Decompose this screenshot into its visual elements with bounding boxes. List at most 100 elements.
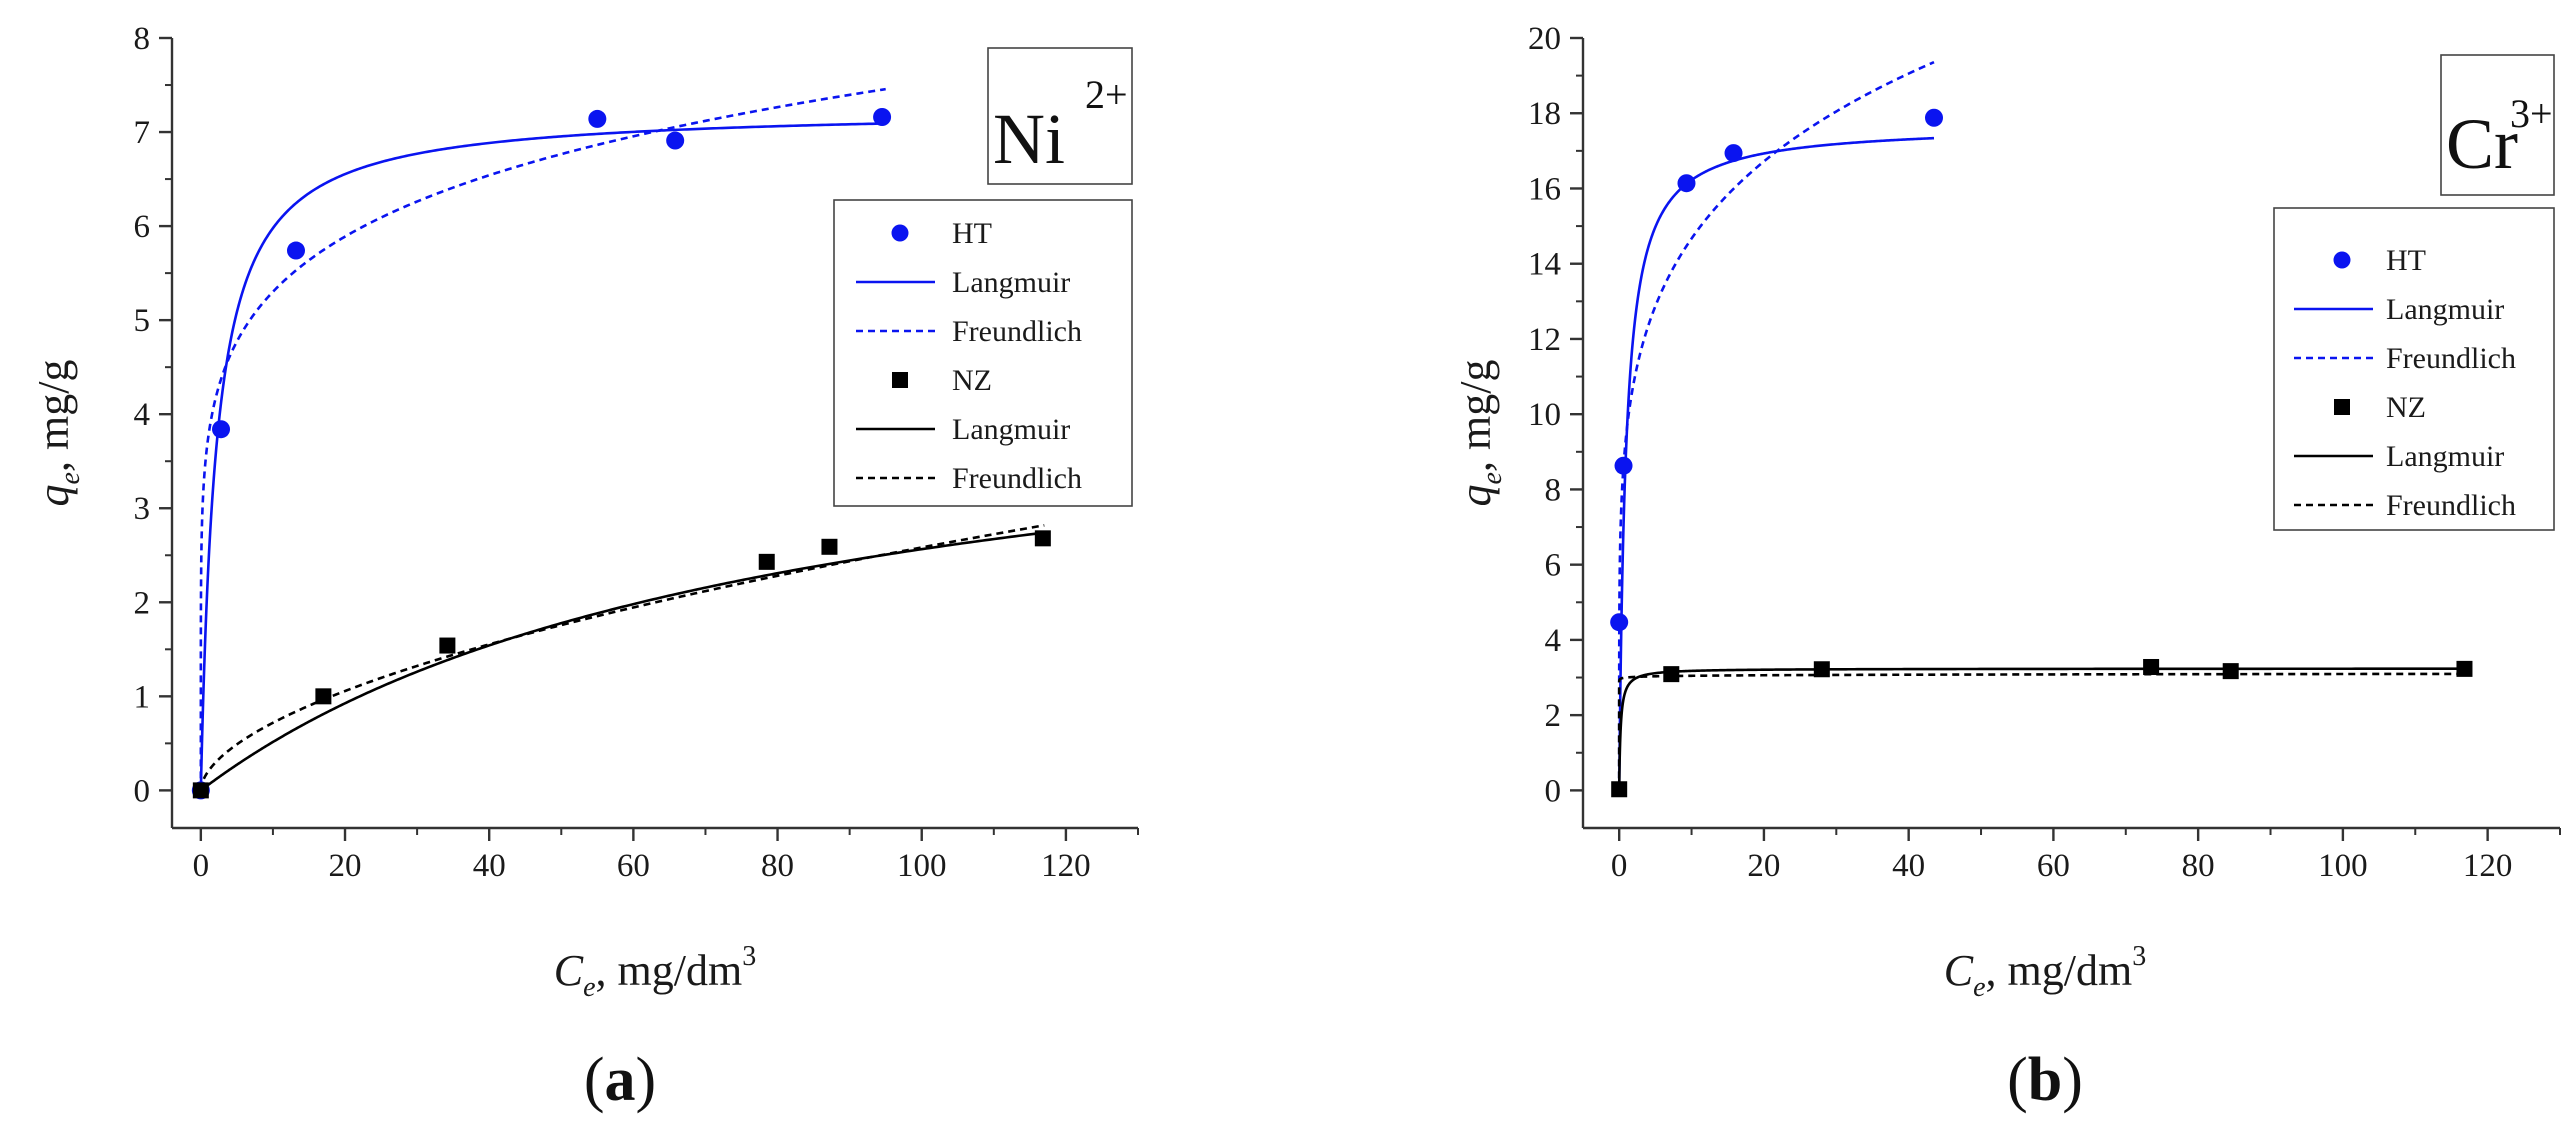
data-point-nz (1611, 781, 1628, 798)
panel-label: (b) (2007, 1046, 2083, 1114)
legend-label: NZ (2386, 391, 2426, 424)
data-point-ht (1614, 456, 1633, 475)
legend-label: NZ (952, 364, 992, 397)
data-point-ht (873, 108, 892, 126)
curve-layer (199, 87, 1045, 792)
x-tick-label: 40 (473, 848, 506, 884)
legend-marker-nz (892, 372, 908, 388)
legend-label: Freundlich (952, 462, 1082, 495)
data-point-nz (192, 782, 209, 799)
data-point-ht (1924, 108, 1943, 127)
legend-label: HT (2386, 244, 2426, 277)
x-tick-label: 20 (329, 848, 362, 884)
ion-label: Ni (993, 99, 1065, 179)
y-tick-label: 0 (1545, 773, 1562, 809)
data-point-nz (1034, 530, 1051, 547)
panel-b: 0 20 40 60 80 100 120 0 2 4 6 8 10 12 14 16 18 20 Ce, mg/d… (1451, 21, 2561, 1114)
legend-marker-ht (2333, 251, 2351, 269)
legend-label: Langmuir (952, 413, 1070, 446)
x-axis-title: Ce, mg/dm3 (1944, 941, 2146, 1003)
ion-label-box (987, 47, 1133, 185)
ion-charge: 2+ (1085, 72, 1128, 117)
legend-label: Freundlich (952, 315, 1082, 348)
y-tick-label: 2 (1545, 698, 1562, 734)
legend-label: Langmuir (2386, 293, 2504, 326)
freundlich-fit-curve (1617, 672, 2466, 791)
y-axis-title-group: qe, mg/g (29, 360, 86, 507)
y-tick-label: 2 (134, 585, 151, 621)
langmuir-fit-curve (199, 531, 1045, 792)
x-tick-label: 120 (1041, 848, 1091, 884)
x-tick-label: 80 (761, 848, 794, 884)
data-point-nz (315, 688, 332, 705)
freundlich-fit-curve (199, 524, 1045, 791)
y-tick-label: 4 (134, 397, 151, 433)
x-tick-label: 0 (193, 848, 210, 884)
data-point-nz (758, 553, 775, 570)
data-point-ht (1610, 613, 1629, 632)
x-tick-label: 60 (617, 848, 650, 884)
legend-label: Langmuir (2386, 440, 2504, 473)
x-tick-label: 100 (2318, 848, 2368, 884)
langmuir-fit-curve (199, 122, 886, 791)
x-tick-label: 40 (1892, 848, 1925, 884)
langmuir-fit-curve (1617, 667, 2466, 791)
data-point-ht (588, 109, 607, 128)
y-axis-title: qe, mg/g (1451, 360, 1508, 507)
data-point-ht (1677, 174, 1696, 193)
data-point-nz (439, 637, 456, 654)
data-point-nz (2143, 658, 2160, 675)
y-tick-label: 6 (134, 209, 151, 245)
legend-box (2273, 207, 2555, 531)
y-tick-label: 14 (1528, 247, 1561, 283)
legend-label: Freundlich (2386, 342, 2516, 375)
data-point-nz (821, 538, 838, 555)
data-point-nz (1663, 666, 1680, 683)
x-tick-label: 120 (2463, 848, 2513, 884)
legend-marker-nz (2334, 399, 2350, 415)
langmuir-fit-curve (1617, 136, 1935, 791)
y-tick-label: 18 (1528, 96, 1561, 132)
panel-a: 0 20 40 60 80 100 120 0 1 2 3 4 5 6 7 8 Ce, mg/dm3 qe, mg… (29, 21, 1139, 1114)
ion-label-box (2440, 54, 2555, 196)
ion-label: Cr (2446, 104, 2518, 184)
data-point-ht (286, 241, 305, 260)
x-tick-label: 100 (897, 848, 947, 884)
y-axis-title: qe, mg/g (29, 360, 86, 507)
data-point-ht (212, 420, 231, 439)
y-tick-label: 20 (1528, 21, 1561, 57)
legend-label: HT (952, 217, 992, 250)
y-tick-label: 0 (134, 773, 151, 809)
y-tick-label: 8 (1545, 472, 1562, 508)
y-tick-label: 1 (134, 679, 151, 715)
y-tick-label: 4 (1545, 623, 1562, 659)
x-tick-label: 80 (2182, 848, 2215, 884)
y-tick-label: 6 (1545, 548, 1562, 584)
y-tick-label: 3 (134, 491, 151, 527)
y-tick-label: 8 (134, 21, 151, 57)
y-axis-title-group: qe, mg/g (1451, 360, 1508, 507)
freundlich-fit-curve (199, 87, 886, 791)
y-tick-label: 12 (1528, 322, 1561, 358)
ion-charge: 3+ (2510, 91, 2553, 136)
x-tick-label: 60 (2037, 848, 2070, 884)
y-tick-label: 10 (1528, 397, 1561, 433)
y-tick-label: 7 (134, 115, 151, 151)
data-point-nz (2456, 660, 2473, 677)
y-tick-label: 16 (1528, 171, 1561, 207)
panel-label: (a) (584, 1046, 656, 1114)
legend-label: Freundlich (2386, 489, 2516, 522)
data-point-nz (1813, 661, 1830, 678)
y-tick-label: 5 (134, 303, 151, 339)
x-axis-title: Ce, mg/dm3 (554, 941, 756, 1003)
data-point-ht (666, 131, 685, 150)
data-point-nz (2222, 663, 2239, 680)
legend-box (833, 199, 1133, 507)
x-tick-label: 20 (1747, 848, 1780, 884)
curve-layer (1617, 60, 2466, 791)
x-tick-label: 0 (1611, 848, 1628, 884)
data-point-ht (1724, 144, 1743, 163)
legend-marker-ht (891, 224, 909, 242)
legend-label: Langmuir (952, 266, 1070, 299)
